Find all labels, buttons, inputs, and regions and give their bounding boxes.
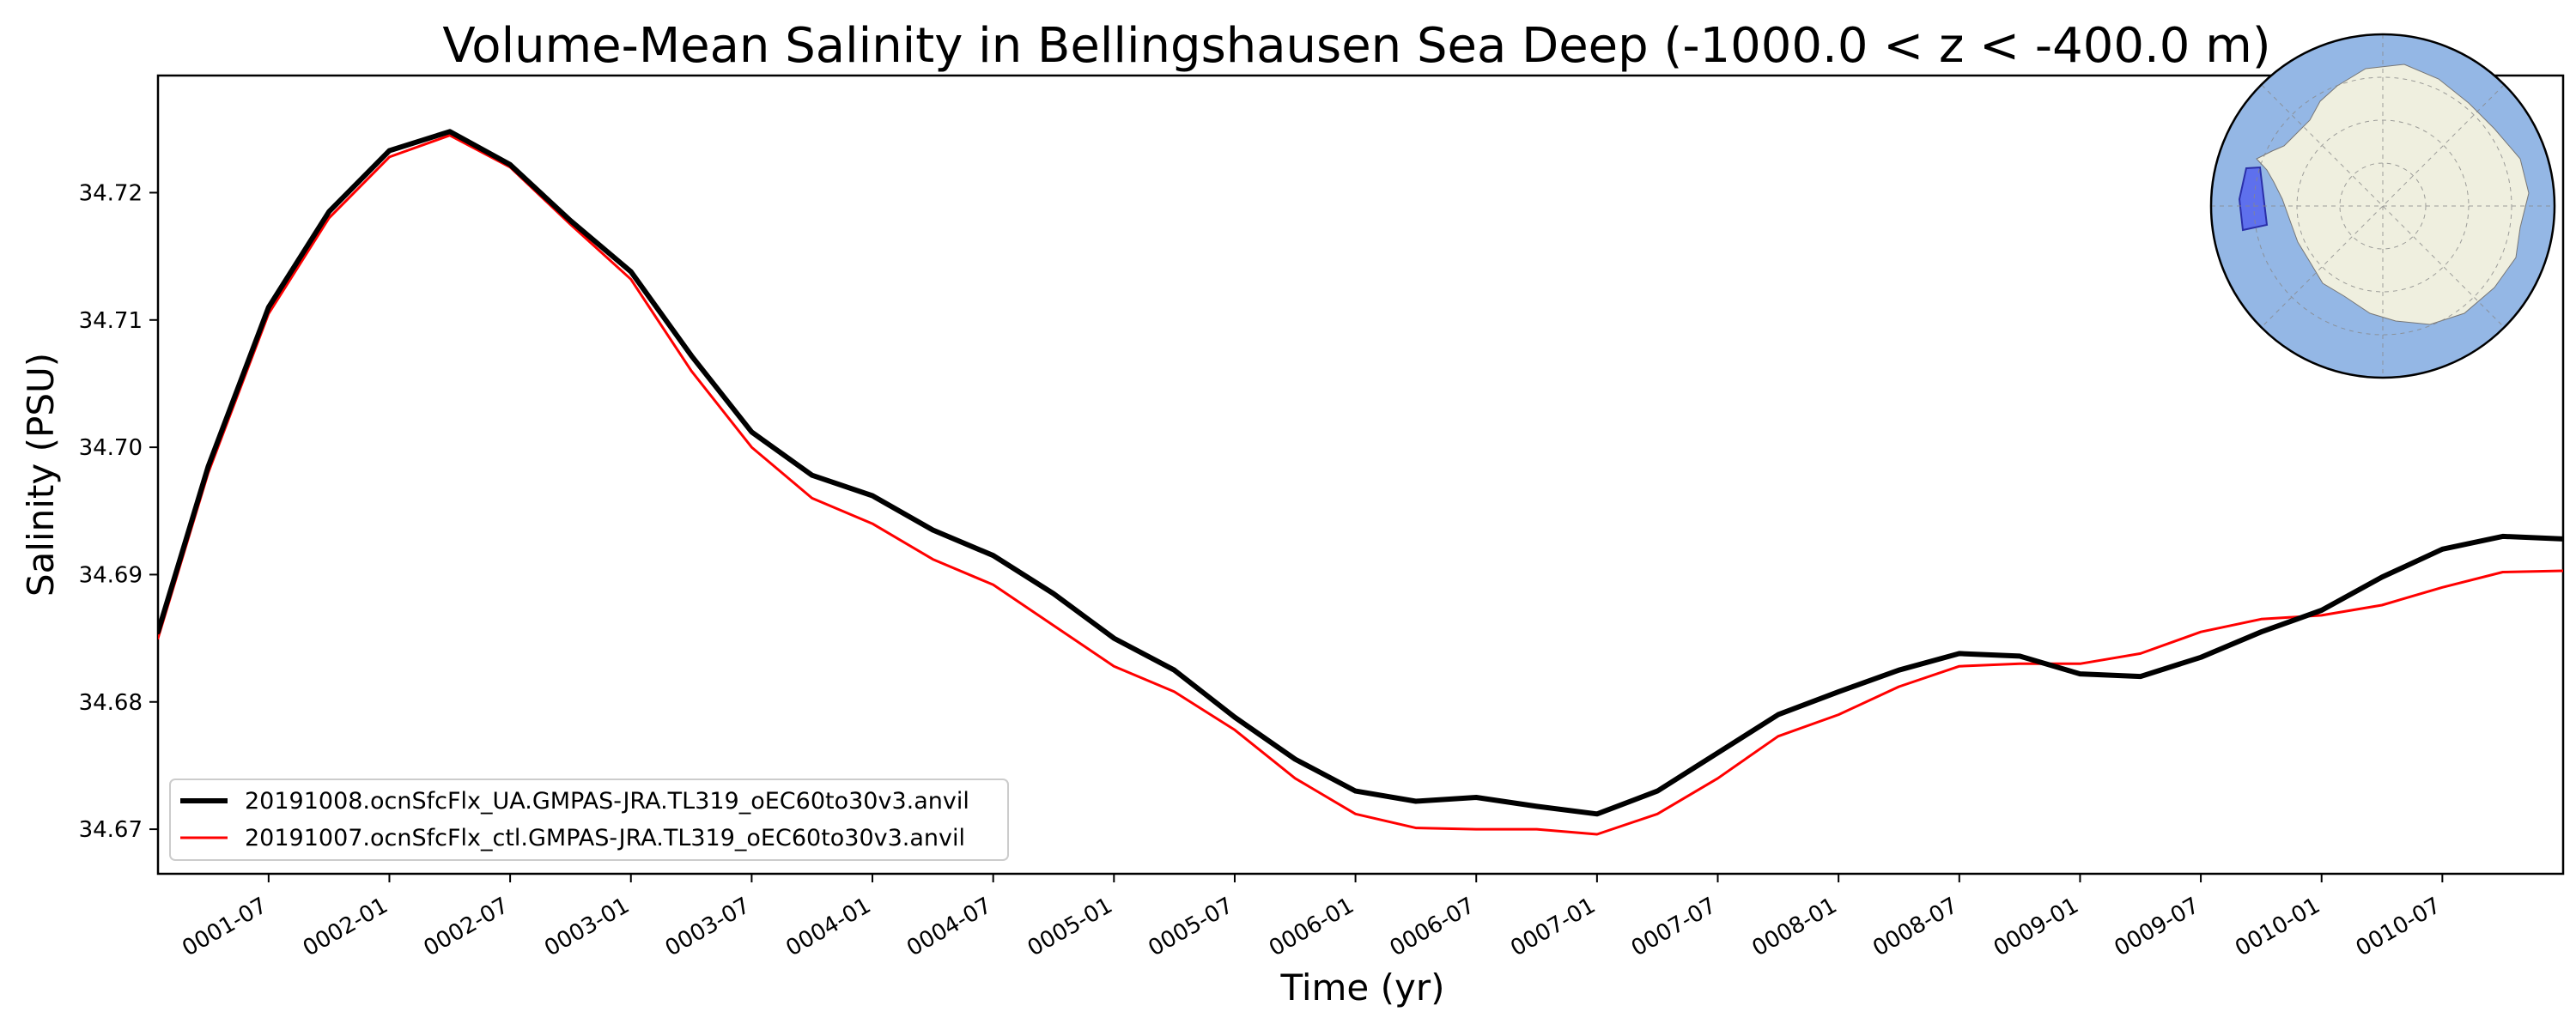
chart-title: Volume-Mean Salinity in Bellingshausen S… xyxy=(442,18,2270,74)
map-border xyxy=(2209,33,2556,379)
x-tick-label: 0004-07 xyxy=(902,893,996,961)
y-tick-label: 34.67 xyxy=(79,817,143,843)
y-tick-label: 34.71 xyxy=(79,308,143,334)
x-tick-label: 0003-01 xyxy=(540,893,634,961)
y-axis-label: Salinity (PSU) xyxy=(20,353,62,597)
x-tick-label: 0010-07 xyxy=(2352,893,2445,961)
x-tick-label: 0008-07 xyxy=(1868,893,1962,961)
map-gridlines xyxy=(2211,34,2555,378)
y-tick-label: 34.70 xyxy=(79,435,143,461)
x-tick-label: 0005-07 xyxy=(1144,893,1237,961)
y-tick-label: 34.68 xyxy=(79,690,143,716)
x-tick-label: 0007-01 xyxy=(1506,893,1600,961)
legend: 20191008.ocnSfcFlx_UA.GMPAS-JRA.TL319_oE… xyxy=(169,779,1009,861)
x-tick-label: 0008-01 xyxy=(1748,893,1842,961)
x-tick-label: 0010-01 xyxy=(2231,893,2324,961)
y-axis: 34.67 34.68 34.69 34.70 34.71 34.72 xyxy=(79,180,158,843)
x-tick-label: 0005-01 xyxy=(1024,893,1117,961)
x-tick-label: 0007-07 xyxy=(1627,893,1721,961)
y-tick-label: 34.69 xyxy=(79,562,143,588)
x-tick-label: 0009-07 xyxy=(2110,893,2203,961)
antarctica-landmass xyxy=(2256,64,2530,325)
legend-label-ctl: 20191007.ocnSfcFlx_ctl.GMPAS-JRA.TL319_o… xyxy=(245,825,965,851)
legend-label-ua: 20191008.ocnSfcFlx_UA.GMPAS-JRA.TL319_oE… xyxy=(245,788,969,815)
y-tick-label: 34.72 xyxy=(79,180,143,206)
antarctica-inset-map xyxy=(2209,33,2556,379)
x-tick-label: 0004-01 xyxy=(781,893,875,961)
legend-box xyxy=(169,779,1009,861)
x-tick-label: 0009-01 xyxy=(1990,893,2083,961)
x-tick-label: 0001-07 xyxy=(178,893,271,961)
x-tick-label: 0006-07 xyxy=(1386,893,1479,961)
x-axis: 0001-07 0002-01 0002-07 0003-01 0003-07 0004-… xyxy=(178,874,2445,961)
x-tick-label: 0003-07 xyxy=(661,893,755,961)
x-tick-label: 0002-07 xyxy=(420,893,513,961)
x-tick-label: 0006-01 xyxy=(1265,893,1358,961)
bellingshausen-region-shape xyxy=(2238,166,2269,232)
x-tick-label: 0002-01 xyxy=(299,893,392,961)
x-axis-label: Time (yr) xyxy=(1279,966,1444,1009)
plot-area-frame xyxy=(156,74,2565,876)
series-line-ua xyxy=(158,129,2563,817)
series-line-ctl xyxy=(158,134,2563,836)
series-layer xyxy=(158,129,2563,836)
